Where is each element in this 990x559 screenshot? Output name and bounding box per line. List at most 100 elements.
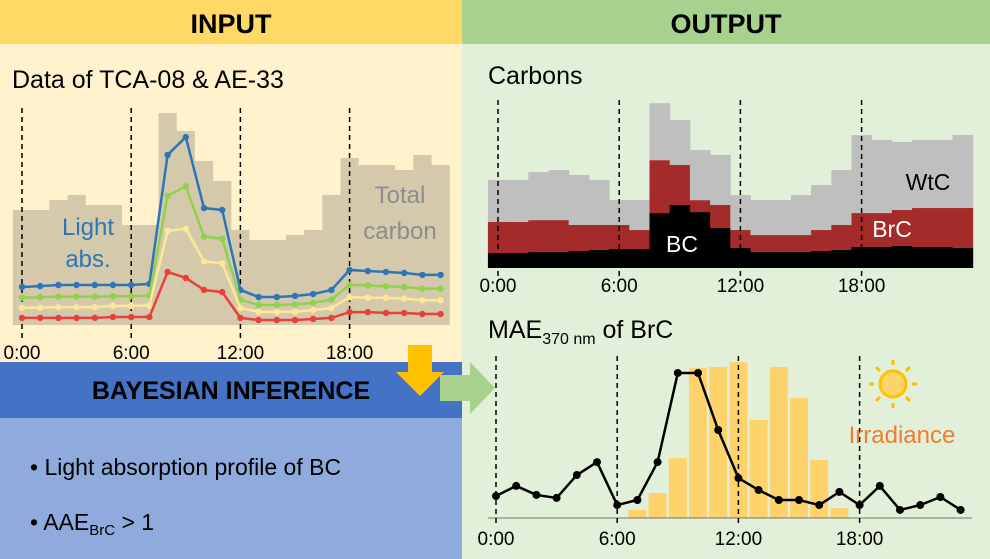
carbon-bar xyxy=(770,200,792,236)
mae-line xyxy=(495,371,962,512)
light-abs-point xyxy=(273,293,280,301)
mae-point xyxy=(896,505,904,514)
irradiance-label: Irradiance xyxy=(849,422,956,449)
light-abs-label: abs. xyxy=(65,246,110,273)
right-arrow xyxy=(440,362,495,414)
light-abs-point xyxy=(109,281,117,289)
mae-rest: of BrC xyxy=(596,316,674,344)
bullet-1: • Light absorption profile of BC xyxy=(30,454,341,480)
bullet-2-main: AAE xyxy=(43,509,89,535)
carbon-bar xyxy=(568,174,590,225)
irradiance-bar xyxy=(810,460,829,518)
ray xyxy=(904,395,912,403)
carbon-bar xyxy=(508,179,529,222)
mae-point xyxy=(774,495,783,504)
total-carbon-label: carbon xyxy=(363,218,436,245)
mae-point xyxy=(956,505,965,514)
x-tick-label: 18:00 xyxy=(326,343,374,364)
mae-title: MAE370 nm of BrC xyxy=(488,316,673,348)
carbon-bar xyxy=(932,208,953,247)
light-abs-point xyxy=(419,310,426,318)
light-abs-point xyxy=(37,314,44,322)
light-abs-point xyxy=(182,183,189,190)
x-tick-label: 0:00 xyxy=(478,529,515,550)
light-abs-point xyxy=(182,225,189,232)
light-abs-point xyxy=(164,227,171,235)
light-abs-point xyxy=(55,281,62,289)
light-abs-point xyxy=(382,283,390,290)
carbon-bar xyxy=(750,235,772,253)
light-abs-point xyxy=(219,288,226,296)
x-tick-label: 6:00 xyxy=(113,343,150,364)
carbon-bar xyxy=(952,134,974,209)
x-tick-label: 12:00 xyxy=(717,276,765,297)
light-abs-point xyxy=(310,290,317,298)
total-carbon-bar xyxy=(413,154,432,325)
carbon-bar xyxy=(811,185,832,231)
carbon-bar xyxy=(871,247,893,268)
carbons-title: Carbons xyxy=(488,62,583,90)
carbon-bar xyxy=(629,199,650,231)
light-abs-point xyxy=(164,268,171,276)
total-carbon-bar xyxy=(340,157,359,325)
light-abs-point xyxy=(200,258,208,265)
light-abs-point xyxy=(291,316,299,324)
light-abs-point xyxy=(55,314,62,322)
x-tick-label: 6:00 xyxy=(599,529,636,550)
mae-point xyxy=(875,481,884,490)
carbon-bar xyxy=(689,212,711,268)
light-abs-point xyxy=(37,282,44,290)
total-carbon-bar xyxy=(158,113,177,325)
carbon-bar xyxy=(891,142,913,211)
light-abs-point xyxy=(401,269,408,277)
light-abs-point xyxy=(273,316,280,324)
carbon-bar xyxy=(568,224,590,252)
irradiance-bar xyxy=(668,457,687,518)
carbon-bar xyxy=(871,213,893,247)
light-abs-point xyxy=(200,286,208,294)
light-abs-point xyxy=(37,294,44,301)
irradiance-bar xyxy=(830,508,849,518)
carbon-bar xyxy=(508,221,529,254)
carbon-bar xyxy=(508,253,529,268)
mae-point xyxy=(855,501,864,510)
light-abs-point xyxy=(255,301,262,309)
output-header xyxy=(462,0,990,44)
light-abs-point xyxy=(255,316,262,324)
ray xyxy=(904,365,912,373)
total-carbon-bar xyxy=(85,205,104,325)
x-tick-label: 6:00 xyxy=(601,276,638,297)
light-abs-point xyxy=(164,151,171,159)
light-abs-point xyxy=(364,308,371,316)
light-abs-point xyxy=(346,281,353,288)
total-carbon-bar xyxy=(213,180,232,325)
light-abs-point xyxy=(419,285,426,292)
light-abs-point xyxy=(437,271,444,279)
x-tick-label: 12:00 xyxy=(217,343,265,364)
light-abs-point xyxy=(91,293,99,300)
light-abs-label: Light xyxy=(62,214,114,241)
light-abs-point xyxy=(255,308,262,316)
carbon-bar xyxy=(871,139,893,214)
carbon-bar xyxy=(669,205,691,268)
light-abs-point xyxy=(346,294,353,301)
light-abs-point xyxy=(437,297,444,304)
total-carbon-bar xyxy=(431,165,450,325)
bayes-title: BAYESIAN INFERENCE xyxy=(92,377,370,405)
carbon-bar xyxy=(912,139,933,209)
carbon-bar xyxy=(629,249,650,268)
light-abs-point xyxy=(328,296,335,303)
carbon-bar xyxy=(548,220,570,253)
light-abs-point xyxy=(146,302,153,309)
light-abs-point xyxy=(419,271,426,279)
carbon-bar xyxy=(528,172,549,221)
light-abs-point xyxy=(73,281,80,289)
light-abs-point xyxy=(237,314,244,322)
total-carbon-bar xyxy=(67,194,86,325)
mae-point xyxy=(572,471,581,480)
bullet-2-rest: > 1 xyxy=(115,509,154,535)
legend-bc: BC xyxy=(666,231,698,257)
light-abs-point xyxy=(237,304,244,312)
x-tick-label: 12:00 xyxy=(715,529,763,550)
carbon-bar xyxy=(669,119,691,166)
